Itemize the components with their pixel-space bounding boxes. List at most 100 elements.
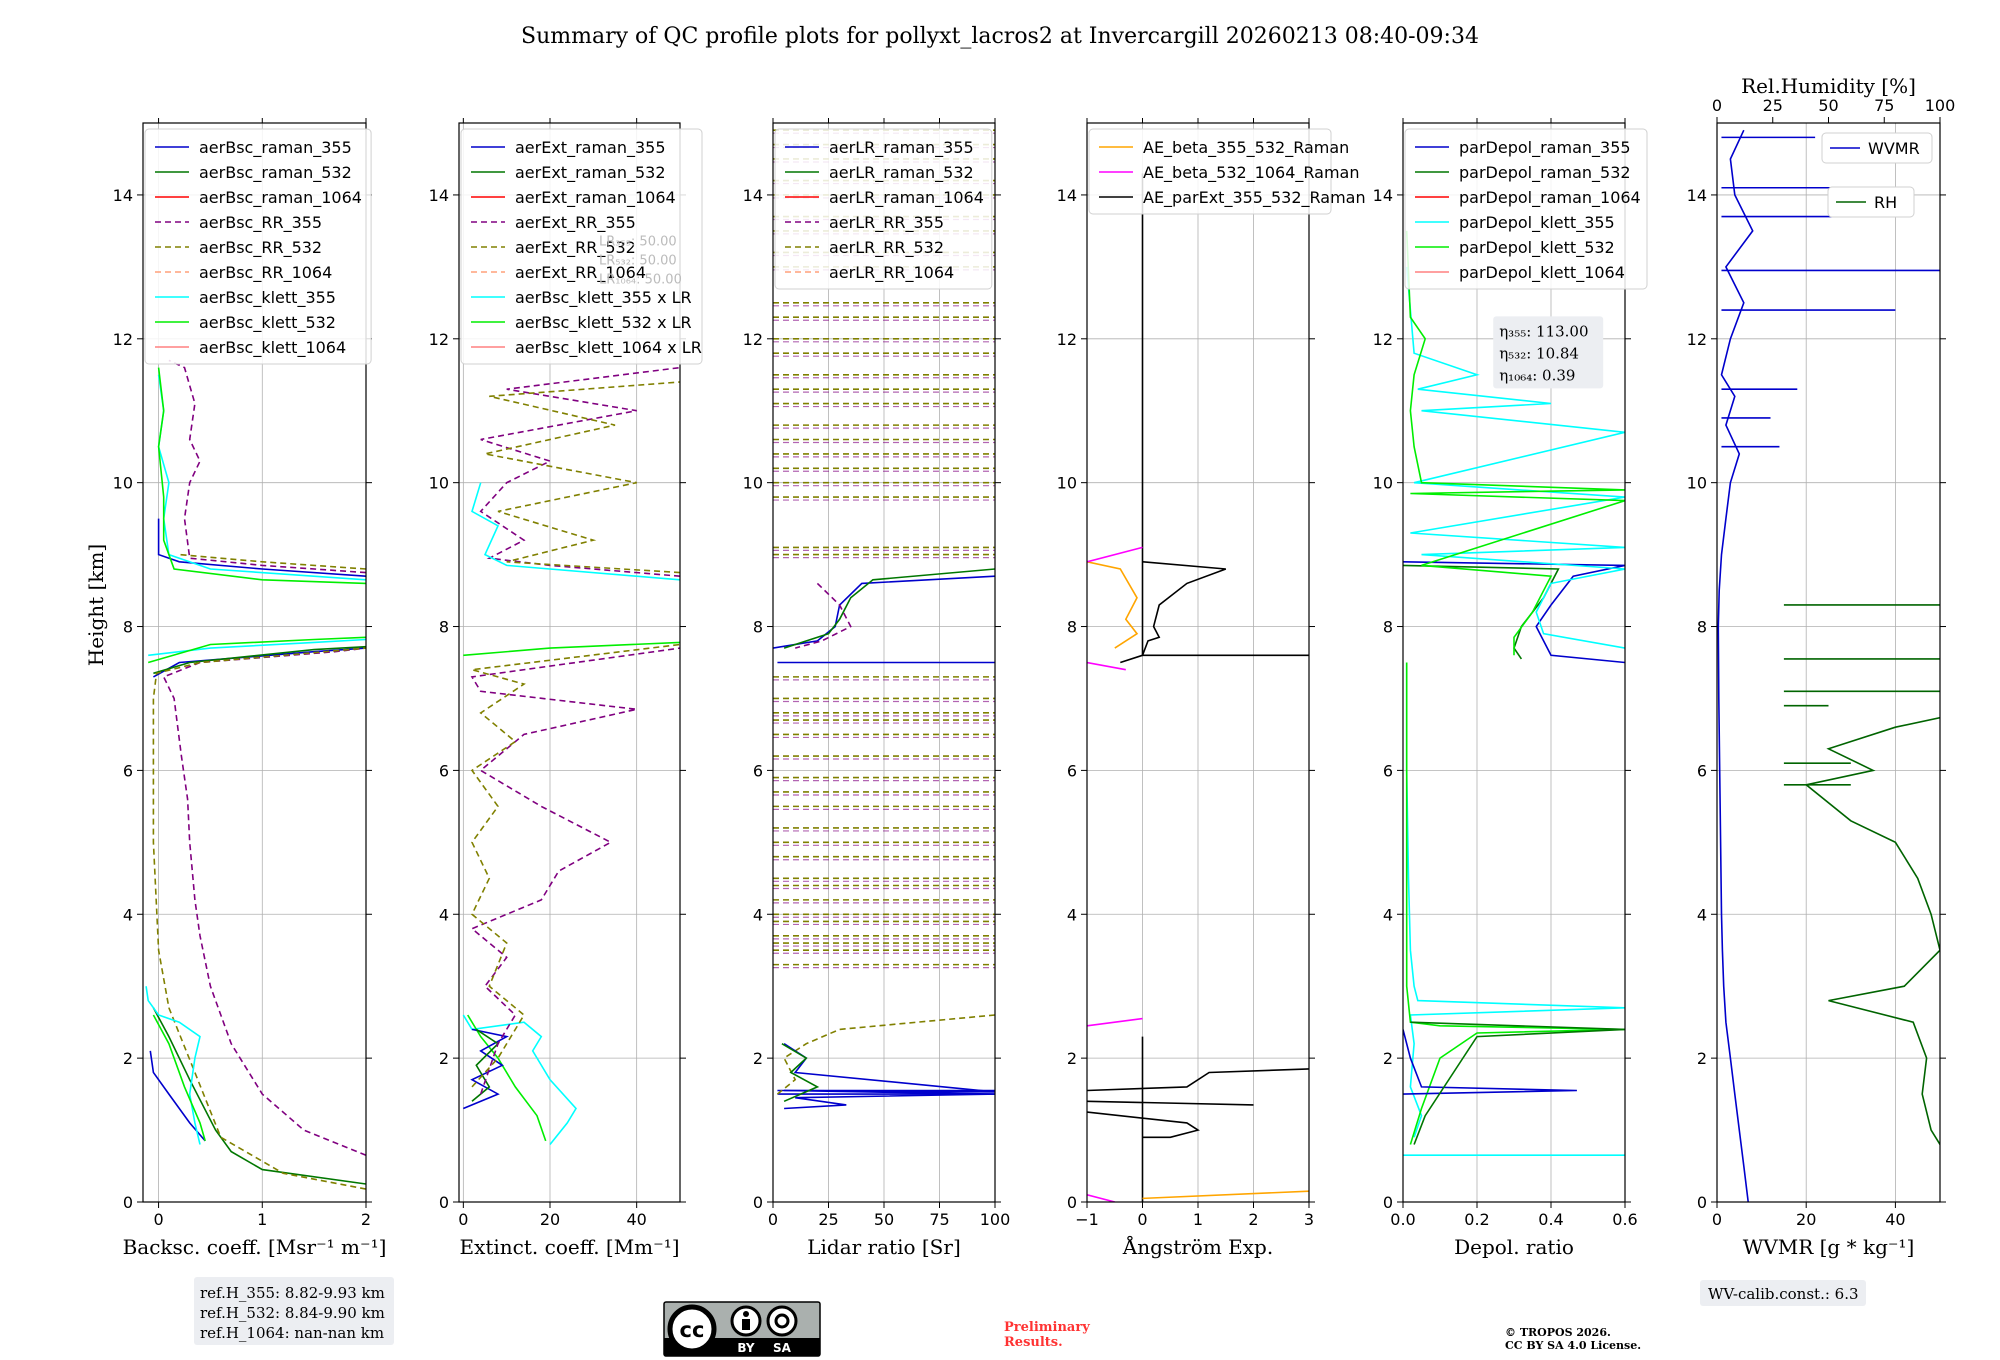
y-tick-label: 6 <box>439 761 449 780</box>
legend-label: aerBsc_raman_1064 <box>199 188 362 208</box>
y-axis-label: Height [km] <box>84 544 108 666</box>
series-rh <box>1804 716 1940 1146</box>
y-tick-label: 6 <box>123 761 133 780</box>
series-aerbsc_raman_532 <box>152 1007 366 1185</box>
legend-rh-label: RH <box>1874 193 1897 212</box>
x-tick-label: 75 <box>929 1210 949 1229</box>
x-axis-label: Backsc. coeff. [Msr⁻¹ m⁻¹] <box>123 1235 387 1259</box>
series-aerbsc_raman_532-upper <box>153 645 366 675</box>
eta-annotation-box <box>1493 316 1604 389</box>
series-aerext_rr_532-cloud <box>484 381 680 574</box>
panel-wv: 0 20 40 0 2 4 6 8 10 12 14 WVMR [g * kg⁻¹] 0 25 50 75 10… <box>1687 74 1956 1259</box>
y-tick-label: 6 <box>753 761 763 780</box>
series-aerext_raman_532 <box>471 1028 500 1102</box>
series-aerext_rr_355 <box>470 647 680 1095</box>
series-aerbsc_klett_355-x-lr-cloud <box>471 482 680 581</box>
y-tick-label: 8 <box>1697 618 1707 637</box>
plot-area <box>1717 129 1940 1202</box>
series-ae_beta_355_532_raman <box>1087 561 1139 649</box>
y-tick-label: 0 <box>753 1193 763 1212</box>
y-tick-label: 14 <box>113 186 133 205</box>
cc-license-badge: cc BY SA <box>663 1301 821 1357</box>
eta-annotation: η₅₃₂: 10.84 <box>1499 344 1579 362</box>
series-aerbsc_klett_532-cloud <box>157 367 366 585</box>
series-aerbsc_klett_355 <box>145 986 201 1145</box>
y-tick-label: 12 <box>743 330 763 349</box>
lr-annotation: LR₅₃₂: 50.00 <box>599 253 677 268</box>
top-x-tick-label: 75 <box>1874 96 1894 115</box>
x-tick-label: 0.0 <box>1390 1210 1415 1229</box>
x-tick-label: 40 <box>1885 1210 1905 1229</box>
legend-label: aerBsc_raman_532 <box>199 163 352 183</box>
y-tick-label: 14 <box>1373 186 1393 205</box>
wv-calib-text: WV-calib.const.: 6.3 <box>1708 1285 1859 1303</box>
sa-icon-arrow <box>774 1313 790 1329</box>
series-aerlr_raman_355-low <box>783 1043 995 1110</box>
x-tick-label: 20 <box>540 1210 560 1229</box>
legend-label: aerLR_RR_1064 <box>829 263 954 283</box>
series-aerlr_raman_532 <box>783 568 995 649</box>
y-tick-label: 14 <box>743 186 763 205</box>
legend-label: aerExt_raman_1064 <box>515 188 676 208</box>
y-tick-label: 14 <box>429 186 449 205</box>
x-tick-label: 2 <box>361 1210 371 1229</box>
y-tick-label: 2 <box>1383 1049 1393 1068</box>
x-axis-label: Extinct. coeff. [Mm⁻¹] <box>459 1235 679 1259</box>
series-aerbsc_klett_532-x-lr-upper <box>463 641 680 657</box>
x-tick-label: 1 <box>257 1210 267 1229</box>
legend-label: AE_parExt_355_532_Raman <box>1143 188 1366 208</box>
legend-label: aerLR_raman_1064 <box>829 188 984 208</box>
x-tick-label: 1 <box>1193 1210 1203 1229</box>
legend-box <box>774 128 993 290</box>
series-ae_beta_532_1064_raman-4 <box>1087 1194 1116 1202</box>
x-tick-label: 0.6 <box>1612 1210 1637 1229</box>
legend-label: aerBsc_klett_532 <box>199 313 336 333</box>
x-axis-label: Depol. ratio <box>1454 1235 1574 1259</box>
legend-label: parDepol_klett_532 <box>1459 238 1615 258</box>
legend-label: aerExt_raman_532 <box>515 163 666 183</box>
x-tick-label: 100 <box>980 1210 1011 1229</box>
legend-wvmr-box <box>1821 132 1933 164</box>
lr-annotation: LR₃₅₅: 50.00 <box>599 234 677 249</box>
preliminary-line2: Results. <box>1004 1335 1063 1350</box>
legend-label: aerExt_RR_355 <box>515 213 636 233</box>
series-aerbsc_klett_532-upper <box>147 636 366 664</box>
series-aerlr_raman_355 <box>773 575 995 649</box>
x-tick-label: 0 <box>458 1210 468 1229</box>
y-tick-label: 4 <box>1697 905 1707 924</box>
sa-icon <box>766 1305 798 1337</box>
y-tick-label: 6 <box>1697 761 1707 780</box>
axes-frame <box>1716 122 1941 1203</box>
series-pardepol_klett_532-low <box>1405 662 1625 1145</box>
y-tick-label: 14 <box>1687 186 1707 205</box>
series-aerbsc_klett_532-x-lr <box>467 1014 547 1142</box>
legend-label: aerLR_raman_532 <box>829 163 974 183</box>
x-tick-label: 20 <box>1796 1210 1816 1229</box>
legend-label: parDepol_raman_1064 <box>1459 188 1641 208</box>
legend-label: parDepol_raman_532 <box>1459 163 1631 183</box>
cc-icon <box>667 1304 717 1354</box>
cc-icon-text: cc <box>680 1318 705 1342</box>
series-pardepol_klett_532-layer <box>1405 230 1625 656</box>
series-pardepol_raman_532-low <box>1410 1021 1625 1145</box>
sa-label: SA <box>773 1341 792 1355</box>
y-tick-label: 0 <box>123 1193 133 1212</box>
y-tick-label: 12 <box>429 330 449 349</box>
top-x-axis-label: Rel.Humidity [%] <box>1741 74 1916 98</box>
legend-label: aerLR_RR_532 <box>829 238 944 258</box>
y-tick-label: 12 <box>1057 330 1077 349</box>
y-tick-label: 4 <box>753 905 763 924</box>
series-aerbsc_klett_532 <box>152 1014 206 1142</box>
series-aerlr_raman_532-low <box>781 1043 820 1103</box>
y-tick-label: 12 <box>1687 330 1707 349</box>
series-aerext_rr_355-cloud <box>479 366 680 577</box>
legend-label: aerBsc_klett_532 x LR <box>515 313 692 333</box>
legend-rh-box <box>1827 186 1915 218</box>
legend-label: aerExt_RR_1064 <box>515 263 646 283</box>
legend-label: aerExt_raman_355 <box>515 138 666 158</box>
top-x-tick-label: 25 <box>1763 96 1783 115</box>
plot-area <box>462 366 680 1146</box>
x-tick-label: 0 <box>1137 1210 1147 1229</box>
